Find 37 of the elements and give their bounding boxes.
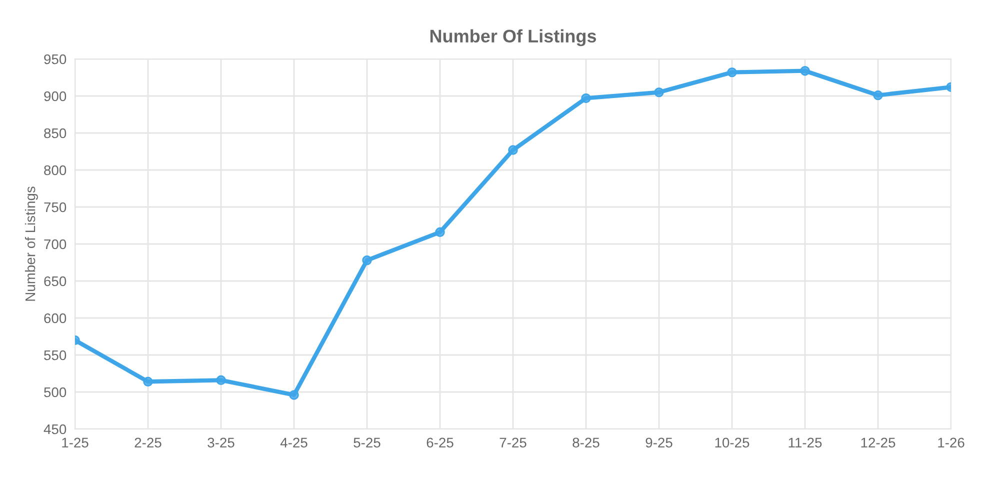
x-tick-label: 5-25 xyxy=(354,438,380,448)
x-tick-label: 4-25 xyxy=(280,438,308,448)
x-tick-label: 2-25 xyxy=(134,438,162,448)
y-tick-label: 900 xyxy=(44,91,66,102)
y-tick-label: 950 xyxy=(44,54,66,64)
point xyxy=(800,66,810,76)
point xyxy=(508,145,518,155)
point xyxy=(654,87,664,98)
x-tick-label: 3-25 xyxy=(208,438,234,448)
point xyxy=(435,227,445,238)
point xyxy=(216,375,226,386)
y-tick-label: 650 xyxy=(44,276,66,286)
y-tick-label: 550 xyxy=(44,350,66,360)
x-tick-label: 1-26 xyxy=(938,438,964,448)
y-tick-label: 450 xyxy=(44,424,66,434)
y-axis-title: Number of Listings xyxy=(24,186,38,301)
x-tick-label: 6-25 xyxy=(426,438,454,448)
y-tick-label: 850 xyxy=(44,128,66,138)
point xyxy=(362,255,372,266)
x-tick-label: 7-25 xyxy=(500,438,526,448)
point xyxy=(289,390,299,400)
x-tick-label: 10-25 xyxy=(715,438,750,448)
chart-title: Number Of Listings xyxy=(430,29,596,46)
x-tick-label: 8-25 xyxy=(572,438,600,448)
x-tick-label: 11-25 xyxy=(788,438,822,448)
point xyxy=(581,93,591,104)
y-tick-label: 750 xyxy=(44,202,66,212)
point xyxy=(873,90,883,100)
x-tick-label: 9-25 xyxy=(646,438,672,448)
y-tick-label: 500 xyxy=(44,387,66,398)
x-tick-label: 1-25 xyxy=(62,438,88,448)
y-tick-label: 800 xyxy=(44,165,66,176)
x-tick-label: 12-25 xyxy=(861,438,896,448)
point xyxy=(143,376,153,386)
y-tick-label: 700 xyxy=(44,239,66,250)
point xyxy=(727,67,737,78)
y-tick-label: 600 xyxy=(44,313,66,324)
